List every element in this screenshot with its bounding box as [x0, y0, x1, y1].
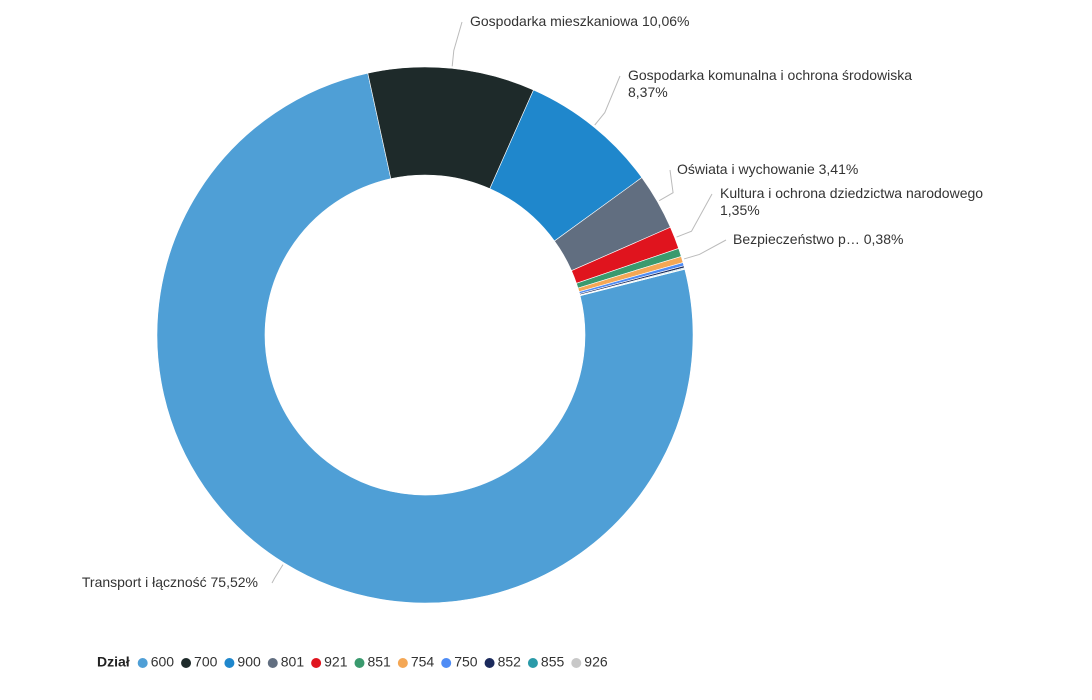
- leader-line: [594, 75, 621, 126]
- slice-label: Gospodarka komunalna i ochrona środowisk…: [628, 67, 912, 100]
- slice-label-name: Oświata i wychowanie: [677, 161, 815, 177]
- slice-label-value: 3,41%: [819, 161, 859, 177]
- legend-label: 921: [324, 654, 348, 670]
- legend-label: 900: [237, 654, 261, 670]
- slice-label: Transport i łączność 75,52%: [82, 574, 258, 590]
- legend-swatch: [311, 658, 322, 668]
- slice-label-value: 8,37%: [628, 84, 668, 100]
- slice-label-name: Gospodarka komunalna i ochrona środowisk…: [628, 67, 912, 83]
- legend-swatch: [484, 658, 495, 668]
- legend-label: 750: [454, 654, 478, 670]
- legend-swatch: [441, 658, 452, 668]
- slice-label-name: Kultura i ochrona dziedzictwa narodowego: [720, 185, 983, 201]
- legend-swatch: [267, 658, 278, 668]
- legend-label: 801: [281, 654, 305, 670]
- legend-label: 600: [151, 654, 175, 670]
- legend-label: 852: [498, 654, 522, 670]
- slice-label: Bezpieczeństwo p… 0,38%: [733, 231, 903, 247]
- slice-label-name: Bezpieczeństwo p…: [733, 231, 860, 247]
- slice-label-value: 1,35%: [720, 202, 760, 218]
- legend-label: 926: [584, 654, 608, 670]
- legend-label: 851: [367, 654, 391, 670]
- donut-slice: [579, 268, 686, 297]
- legend-label: 700: [194, 654, 218, 670]
- legend-label: 754: [411, 654, 435, 670]
- slice-label-name: Gospodarka mieszkaniowa: [470, 13, 638, 29]
- legend-title: Dział: [97, 654, 130, 670]
- legend-swatch: [137, 658, 148, 668]
- legend-swatch: [181, 658, 192, 668]
- leader-line: [451, 21, 463, 67]
- slice-label-name: Transport i łączność: [82, 574, 207, 590]
- leader-line: [271, 564, 284, 584]
- slice-label: Gospodarka mieszkaniowa 10,06%: [470, 13, 689, 29]
- slice-label-value: 75,52%: [211, 574, 258, 590]
- slice-label: Oświata i wychowanie 3,41%: [677, 161, 858, 177]
- legend-swatch: [224, 658, 235, 668]
- leader-line: [658, 169, 674, 202]
- slice-label-value: 10,06%: [642, 13, 689, 29]
- legend-swatch: [571, 658, 582, 668]
- legend-swatch: [354, 658, 365, 668]
- legend-label: 855: [541, 654, 565, 670]
- donut-slice: [156, 72, 694, 604]
- leader-line: [683, 239, 727, 260]
- legend-swatch: [397, 658, 408, 668]
- slice-label: Kultura i ochrona dziedzictwa narodowego…: [720, 185, 983, 218]
- slice-label-value: 0,38%: [864, 231, 904, 247]
- legend-swatch: [527, 658, 538, 668]
- leader-line: [676, 193, 713, 238]
